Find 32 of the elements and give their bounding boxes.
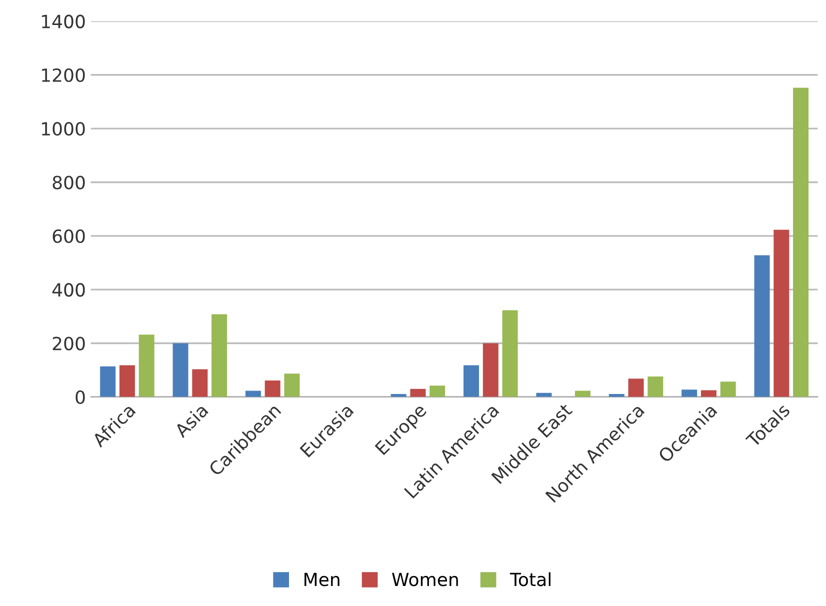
bar	[628, 378, 644, 397]
bar	[119, 365, 135, 397]
bar	[264, 380, 280, 397]
bar	[482, 343, 498, 397]
bar	[682, 390, 698, 397]
bar	[410, 388, 426, 397]
y-tick-label: 200	[52, 336, 85, 350]
bar	[700, 390, 716, 397]
bar	[502, 310, 518, 397]
y-tick-label: 0	[76, 390, 85, 404]
y-tick-label: 1400	[42, 14, 85, 28]
y-tick-label: 800	[52, 176, 85, 190]
bar	[464, 365, 480, 397]
bar	[192, 369, 208, 397]
bar	[172, 343, 188, 397]
y-tick-label: 600	[52, 229, 85, 244]
legend-label: Total	[510, 572, 550, 586]
legend-label: Men	[304, 572, 340, 586]
legend-label: Women	[392, 572, 458, 586]
bar	[138, 334, 154, 397]
bar	[648, 376, 664, 397]
bar	[430, 386, 446, 397]
bar	[720, 382, 736, 397]
y-tick-label: 400	[52, 283, 85, 297]
bar	[774, 230, 790, 397]
bar	[100, 366, 116, 397]
bar	[793, 88, 809, 397]
bar	[754, 255, 770, 397]
bar	[284, 374, 300, 397]
y-tick-label: 1200	[42, 68, 85, 82]
bar	[212, 314, 228, 397]
y-tick-label: 1000	[42, 122, 85, 136]
